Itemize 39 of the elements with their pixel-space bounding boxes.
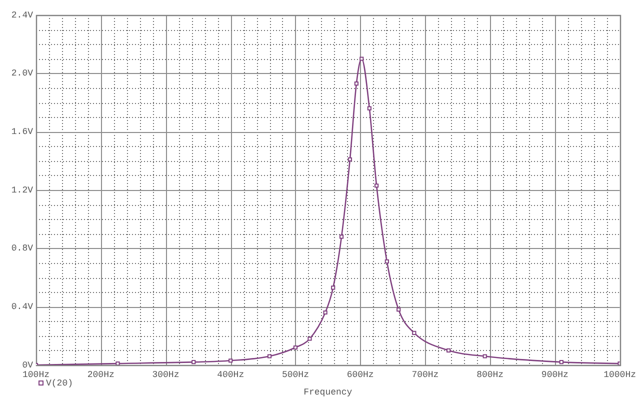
point: [396, 308, 401, 312]
point: [559, 360, 564, 364]
x-tick-label: 900Hz: [541, 370, 568, 380]
x-tick-label: 800Hz: [476, 370, 504, 380]
point: [308, 336, 312, 341]
point: [354, 81, 358, 86]
point: [374, 184, 379, 188]
point: [323, 310, 328, 315]
x-tick-label: 700Hz: [412, 370, 439, 380]
x-tick-label: 100Hz: [22, 370, 50, 380]
point: [367, 106, 372, 110]
y-tick-label: 2.4V: [11, 10, 34, 20]
point: [482, 354, 487, 358]
point: [446, 348, 451, 352]
x-tick-label: 200Hz: [87, 370, 114, 380]
point: [293, 345, 298, 350]
point: [228, 358, 233, 363]
legend-label: V(20): [46, 378, 74, 388]
point: [339, 234, 344, 239]
y-tick-label: 0.8V: [11, 244, 34, 254]
x-tick-label: 400Hz: [217, 370, 244, 380]
point: [412, 330, 416, 335]
point: [348, 157, 352, 162]
point: [384, 259, 389, 264]
y-tick-label: 2.0V: [11, 68, 34, 79]
y-tick-label: 0.4V: [11, 302, 34, 312]
y-tick-label: 0V: [22, 360, 34, 370]
x-tick-label: 300Hz: [152, 370, 180, 380]
point: [267, 354, 272, 358]
point: [116, 361, 120, 365]
y-tick-label: 1.2V: [11, 185, 34, 196]
point: [331, 286, 336, 290]
x-tick-label: 600Hz: [346, 370, 374, 380]
point: [360, 56, 364, 61]
y-tick-label: 1.6V: [11, 127, 34, 138]
x-tick-label: 1000Hz: [604, 370, 636, 380]
x-axis-title: Frequency: [304, 387, 353, 398]
point: [192, 360, 196, 364]
x-tick-label: 500Hz: [282, 370, 309, 380]
